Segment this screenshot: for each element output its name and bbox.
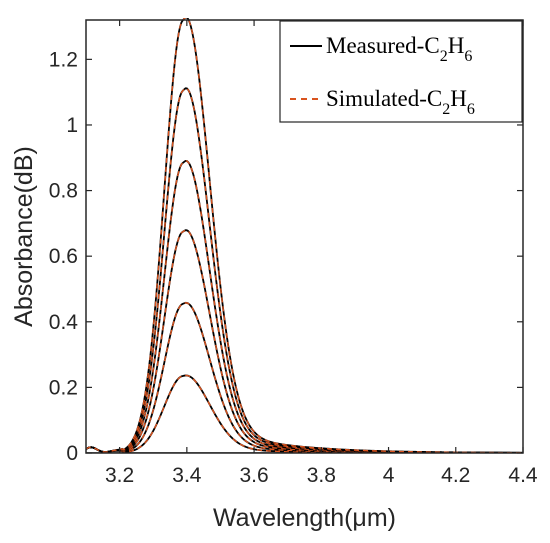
y-tick-label: 0.2 [49,376,78,399]
x-tick-label: 3.8 [307,464,336,487]
y-axis-ticks: 0 0.2 0.4 0.6 0.8 1 1.2 [49,48,523,465]
legend-box [279,20,523,123]
x-tick-label: 3.2 [105,464,134,487]
y-tick-label: 1 [66,114,78,137]
simulated-curve-4 [86,160,523,453]
measured-curve-4 [86,159,523,453]
y-tick-label: 0.6 [49,245,78,268]
x-tick-label: 4.2 [441,464,470,487]
plot-frame [85,19,524,454]
x-tick-label: 3.4 [172,464,202,487]
y-tick-label: 0.8 [49,180,78,203]
legend-entry-1: Measured-C2H6 [326,33,472,65]
x-tick-label: 3.6 [239,464,268,487]
y-tick-label: 0 [66,442,78,465]
x-tick-label: 4.4 [508,464,538,487]
x-tick-label: 4 [383,464,395,487]
y-axis-label: Absorbance(dB) [10,146,38,327]
x-axis-ticks: 3.2 3.4 3.6 3.8 4 4.2 4.4 [105,20,538,487]
simulated-curve-6 [86,18,523,453]
x-axis-label: Wavelength(μm) [213,504,396,532]
y-tick-label: 1.2 [49,48,78,71]
legend: Measured-C2H6 Simulated-C2H6 [279,20,523,123]
simulated-curve-5 [86,87,523,453]
legend-entry-2: Simulated-C2H6 [326,86,475,118]
y-tick-label: 0.4 [49,311,79,334]
simulated-curve-3 [86,229,523,453]
